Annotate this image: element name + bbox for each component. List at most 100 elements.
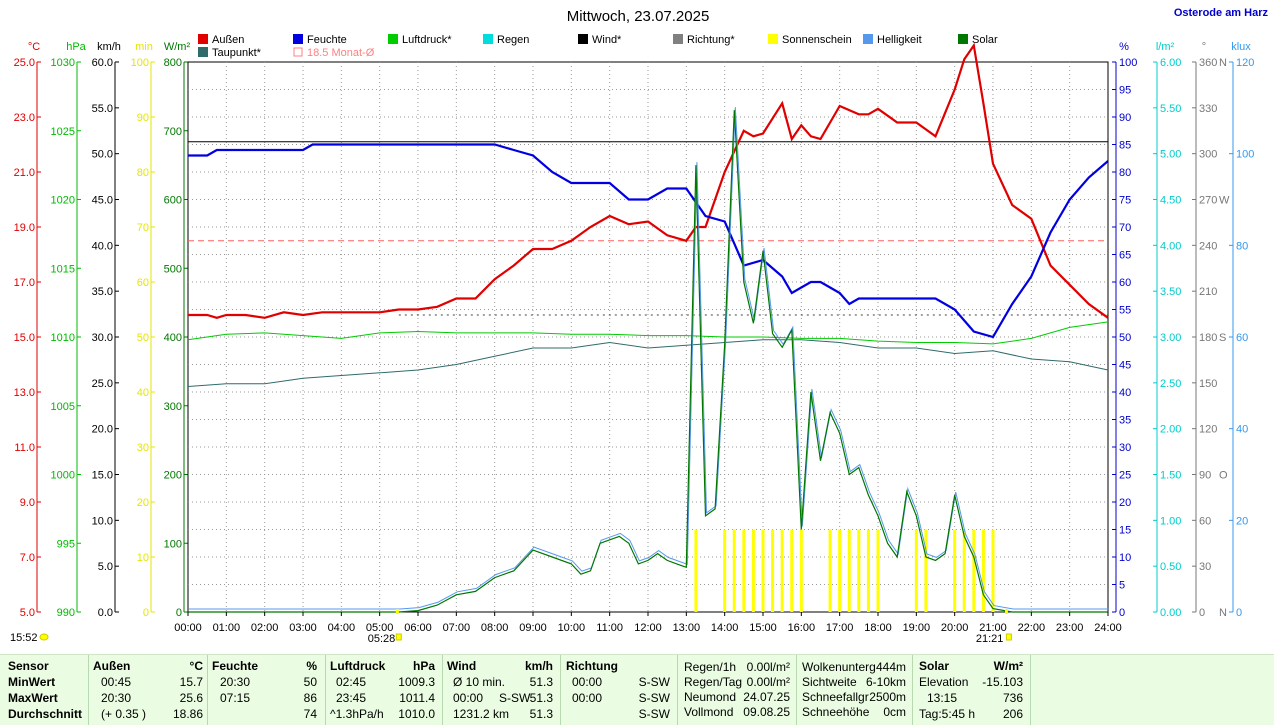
x-tick-label: 06:00 — [404, 622, 432, 634]
axis-tick-label: 180 — [1199, 332, 1217, 344]
stats-label: Schneehöhe — [802, 705, 870, 719]
x-tick-label: 21:00 — [979, 622, 1007, 634]
sunshine-bar — [780, 529, 784, 612]
axis-tick-label: 0 — [1236, 607, 1242, 619]
legend-swatch — [293, 47, 303, 57]
axis-tick-label: 0 — [1119, 607, 1125, 619]
axis-tick-label: 0 — [1199, 607, 1205, 619]
legend-label: Sonnenschein — [782, 34, 852, 46]
axis-tick-label: 35 — [1119, 415, 1131, 427]
stats-row-label: MinWert — [8, 675, 56, 689]
axis-tick-label: 200 — [164, 470, 182, 482]
legend-swatch — [388, 34, 398, 44]
series-line-feuchte — [188, 143, 1109, 339]
legend-swatch — [863, 34, 873, 44]
series-line-außen — [188, 42, 1109, 319]
axis-unit: klux — [1231, 41, 1251, 53]
stats-time: 00:00 — [572, 691, 603, 705]
x-tick-label: 14:00 — [711, 622, 739, 634]
stats-value: 51.3 — [529, 691, 553, 705]
axis-tick-label: 4.50 — [1160, 195, 1181, 207]
sunset-label: 21:21 — [976, 633, 1004, 645]
axis-tick-label: 75 — [1119, 195, 1131, 207]
stats-label: Vollmond — [684, 705, 734, 719]
x-tick-label: 13:00 — [673, 622, 701, 634]
axis-tick-label: 1025 — [51, 126, 75, 138]
axis-tick-label: 1000 — [51, 470, 75, 482]
sunrise-icon — [395, 633, 402, 641]
stats-value: 24.07.25 — [743, 690, 790, 704]
axis-tick-label: 120 — [1236, 57, 1254, 69]
stats-header: Solar — [919, 659, 950, 673]
sunshine-bar — [866, 529, 870, 612]
stats-time: 00:45 — [101, 675, 132, 689]
axis-tick-label: 0 — [176, 607, 182, 619]
axis-tick-label: 1015 — [51, 263, 75, 275]
stats-luftdruck: Luftdruck hPa 02:45 1009.3 23:45 1011.4 ^1.… — [330, 658, 435, 722]
axis-tick-label: 5.00 — [1160, 149, 1181, 161]
stats-solar: Solar W/m² Elevation -15.103 13:15 736 Tag:… — [919, 658, 1023, 722]
x-axis: 00:00 01:00 02:00 03:00 04:00 05:00 06:00 07:00… — [174, 612, 1122, 634]
grid — [188, 62, 1108, 612]
axis-tick-label: 1020 — [51, 195, 75, 207]
legend-label: Außen — [212, 34, 244, 46]
axis-tick-label: 100 — [164, 538, 182, 550]
axis-tick-label: 30.0 — [92, 332, 113, 344]
legend-label: Solar — [972, 34, 998, 46]
x-tick-label: 09:00 — [519, 622, 547, 634]
axis-tick-label: 20 — [137, 497, 149, 509]
axis-tick-label: 23.0 — [14, 112, 35, 124]
stats-value: 74 — [303, 707, 317, 721]
axis-tick-label: 19.0 — [14, 222, 35, 234]
stats-label: Neumond — [684, 690, 737, 704]
axis-tick-label: 500 — [164, 263, 182, 275]
stats-header: Luftdruck — [330, 659, 386, 673]
stats-label: Regen/1h — [684, 660, 737, 674]
axis-tick-label: 300 — [164, 401, 182, 413]
stats-header: Richtung — [566, 659, 618, 673]
axis-tick-label: 10 — [137, 552, 149, 564]
axis-tick-label: 90 — [137, 112, 149, 124]
stats-label: Tag:5:45 h — [919, 707, 976, 721]
legend-label: Richtung* — [687, 34, 735, 46]
x-tick-label: 17:00 — [826, 622, 854, 634]
axis-tick-label: 990 — [57, 607, 75, 619]
legend-label: Feuchte — [307, 34, 347, 46]
axis-tick-label: 40 — [1236, 424, 1248, 436]
axis-tick-label: 80 — [1236, 240, 1248, 252]
stats-label: Sichtweite — [802, 675, 857, 689]
axis-tick-label: 15.0 — [14, 332, 35, 344]
sunshine-bar — [761, 529, 765, 612]
axis-tick-label: 800 — [164, 57, 182, 69]
x-tick-label: 02:00 — [251, 622, 279, 634]
statistics-panel: Sensor MinWert MaxWert Durchschnitt Auße… — [0, 654, 1274, 725]
legend-swatch — [293, 34, 303, 44]
x-tick-label: 11:00 — [596, 622, 623, 634]
stats-unit: hPa — [412, 659, 435, 673]
x-tick-label: 00:00 — [174, 622, 202, 634]
legend-swatch — [768, 34, 778, 44]
series-line-luftdruck — [187, 321, 1109, 345]
clock-label: 15:52 — [10, 632, 38, 644]
axis-tick-label: 25.0 — [92, 378, 113, 390]
axis-tick-label: 20 — [1236, 515, 1248, 527]
axis-unit: °C — [28, 41, 40, 53]
stats-value: 1010.0 — [398, 707, 435, 721]
axis-tick-label: 15.0 — [92, 470, 113, 482]
location-label: Osterode am Harz — [1174, 7, 1269, 19]
stats-value: 736 — [1002, 691, 1023, 705]
stats-time: 02:45 — [336, 675, 367, 689]
axis-tick-label: 90 — [1199, 470, 1211, 482]
sunshine-bar — [962, 529, 966, 612]
axis-tick-label: 1.00 — [1160, 515, 1181, 527]
stats-value: 51.3 — [529, 675, 553, 689]
axis-unit: hPa — [66, 41, 86, 53]
axis-tick-label: 50 — [1119, 332, 1131, 344]
direction-label: W — [1219, 195, 1230, 207]
axis-tick-label: 35.0 — [92, 286, 113, 298]
stats-value: -15.103 — [982, 675, 1023, 689]
sunset-icon — [1005, 633, 1012, 641]
sun-markers: 05:28 21:21 15:52 — [10, 609, 1012, 645]
direction-label: O — [1219, 470, 1228, 482]
